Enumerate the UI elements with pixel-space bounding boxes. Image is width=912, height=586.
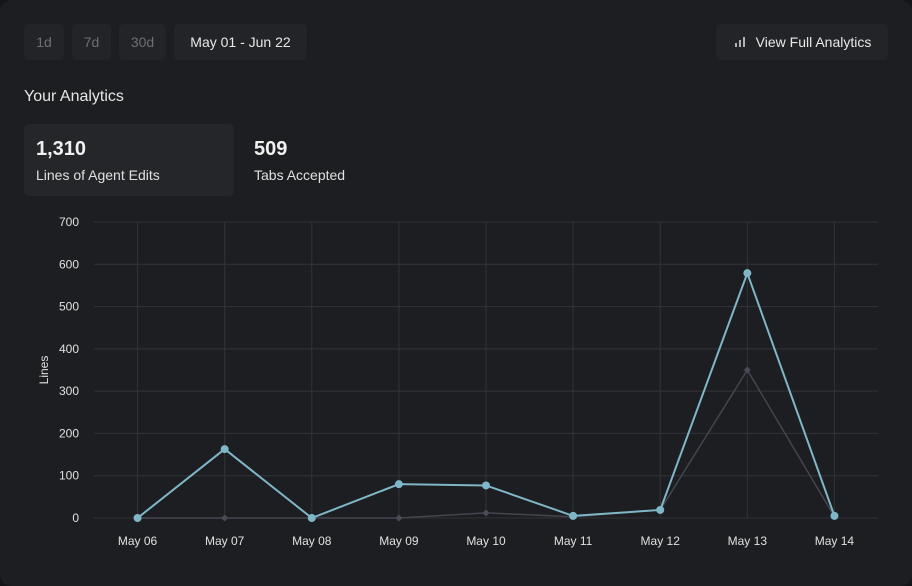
y-tick-label: 500 bbox=[59, 300, 79, 314]
x-tick-label: May 11 bbox=[554, 534, 593, 548]
data-point bbox=[307, 514, 316, 522]
data-point bbox=[569, 511, 578, 520]
data-point bbox=[133, 514, 142, 522]
data-point bbox=[221, 514, 229, 522]
data-point bbox=[394, 480, 403, 489]
x-tick-label: May 09 bbox=[379, 534, 419, 548]
x-tick-label: May 06 bbox=[118, 534, 158, 548]
x-tick-label: May 10 bbox=[466, 534, 506, 548]
range-7d-button[interactable]: 7d bbox=[72, 24, 111, 60]
data-point bbox=[482, 481, 490, 490]
x-tick-label: May 07 bbox=[205, 534, 245, 548]
data-point bbox=[830, 511, 839, 520]
data-point bbox=[220, 445, 229, 454]
y-tick-label: 200 bbox=[59, 426, 79, 440]
view-full-analytics-label: View Full Analytics bbox=[755, 34, 872, 50]
y-axis-label: Lines bbox=[37, 356, 51, 385]
data-point bbox=[743, 366, 751, 374]
stat-card-tabs-accepted[interactable]: 509 Tabs Accepted bbox=[242, 124, 452, 196]
view-full-analytics-button[interactable]: View Full Analytics bbox=[716, 24, 888, 60]
stat-value: 509 bbox=[254, 138, 288, 160]
x-tick-label: May 14 bbox=[815, 534, 855, 548]
range-1d-button[interactable]: 1d bbox=[24, 24, 64, 60]
stat-value: 1,310 bbox=[36, 138, 87, 160]
data-point bbox=[743, 269, 752, 278]
x-tick-label: May 08 bbox=[292, 534, 332, 548]
data-point bbox=[482, 509, 490, 517]
x-tick-label: May 12 bbox=[641, 534, 681, 548]
y-tick-label: 700 bbox=[59, 215, 79, 229]
stat-label: Tabs Accepted bbox=[254, 167, 346, 183]
y-tick-label: 0 bbox=[72, 511, 79, 525]
data-point bbox=[656, 505, 665, 514]
y-tick-label: 100 bbox=[59, 469, 79, 483]
y-tick-label: 600 bbox=[59, 257, 79, 271]
data-point bbox=[395, 514, 403, 522]
range-30d-button[interactable]: 30d bbox=[119, 24, 166, 60]
section-title: Your Analytics bbox=[24, 88, 124, 105]
bar-chart-icon bbox=[734, 37, 745, 47]
stat-label: Lines of Agent Edits bbox=[36, 167, 160, 183]
date-range-button[interactable]: May 01 - Jun 22 bbox=[174, 24, 307, 60]
y-tick-label: 300 bbox=[59, 384, 79, 398]
stat-card-agent-edits[interactable]: 1,310 Lines of Agent Edits bbox=[24, 124, 234, 196]
y-tick-label: 400 bbox=[59, 342, 79, 356]
x-tick-label: May 13 bbox=[728, 534, 768, 548]
